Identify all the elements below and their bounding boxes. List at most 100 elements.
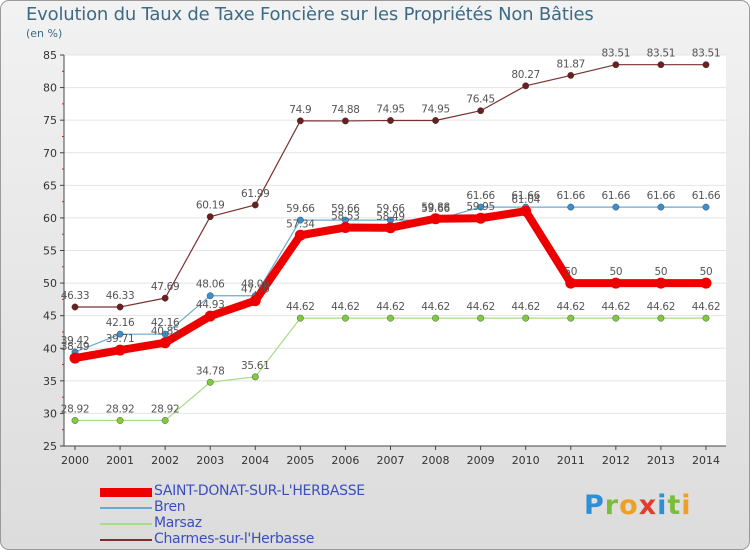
y-tick-label: 50 <box>43 277 57 290</box>
data-point <box>522 82 530 90</box>
data-point <box>251 373 259 381</box>
data-point <box>296 314 304 322</box>
data-point <box>71 417 79 424</box>
data-label: 28.92 <box>61 403 90 415</box>
data-label: 74.9 <box>289 104 311 116</box>
y-tick-label: 45 <box>43 310 57 323</box>
data-point <box>567 71 575 79</box>
y-tick-label: 40 <box>43 342 57 355</box>
data-point <box>520 205 532 217</box>
data-label: 44.62 <box>647 301 676 313</box>
data-label: 80.27 <box>511 69 540 81</box>
y-tick-label: 75 <box>43 114 57 127</box>
data-label: 34.78 <box>196 365 225 377</box>
data-label: 61.66 <box>647 190 676 202</box>
data-point <box>251 201 259 209</box>
data-point <box>430 213 442 225</box>
data-label: 42.16 <box>106 317 135 329</box>
data-label: 38.49 <box>61 341 90 353</box>
legend-swatch <box>100 523 152 525</box>
data-point <box>114 344 126 356</box>
data-label: 76.45 <box>466 94 495 106</box>
data-label: 44.62 <box>376 301 405 313</box>
data-point <box>204 310 216 322</box>
x-tick-label: 2002 <box>151 454 179 467</box>
data-label: 44.62 <box>556 301 585 313</box>
data-label: 42.16 <box>151 317 180 329</box>
logo-letter: t <box>667 490 682 521</box>
data-point <box>116 417 124 424</box>
legend-label: Charmes-sur-l'Herbasse <box>154 531 315 547</box>
data-label: 83.51 <box>602 48 631 60</box>
data-point <box>657 61 665 69</box>
data-label: 74.88 <box>331 104 360 116</box>
data-label: 50 <box>564 266 577 278</box>
data-point <box>206 378 214 386</box>
data-label: 39.71 <box>106 333 135 345</box>
y-tick-label: 80 <box>43 82 57 95</box>
data-label: 61.66 <box>602 190 631 202</box>
proxiti-logo: Proxiti <box>584 490 692 521</box>
data-point <box>342 117 349 125</box>
data-point <box>159 337 171 349</box>
x-tick-label: 2008 <box>422 454 450 467</box>
data-point <box>69 352 81 364</box>
data-point <box>567 203 575 211</box>
data-label: 58.49 <box>376 211 405 223</box>
data-label: 61.66 <box>511 190 540 202</box>
data-label: 46.33 <box>106 290 135 302</box>
data-point <box>296 216 304 224</box>
logo-letter: i <box>681 490 692 521</box>
data-label: 44.93 <box>196 299 225 311</box>
data-point <box>116 303 124 311</box>
logo-letter: x <box>638 490 658 521</box>
data-point <box>161 417 169 424</box>
data-label: 61.99 <box>241 188 270 200</box>
data-point <box>161 294 169 302</box>
data-label: 46.33 <box>61 290 90 302</box>
data-point <box>700 277 712 289</box>
data-label: 59.95 <box>466 201 495 213</box>
data-point <box>567 314 575 322</box>
x-tick-label: 2010 <box>512 454 540 467</box>
data-point <box>206 292 214 300</box>
data-label: 74.95 <box>421 103 450 115</box>
data-point <box>657 203 665 211</box>
legend-label: Bren <box>154 499 186 515</box>
logo-letter: i <box>657 490 668 521</box>
x-tick-label: 2005 <box>286 454 314 467</box>
data-point <box>294 229 306 241</box>
data-point <box>387 314 394 322</box>
y-tick-label: 60 <box>43 212 57 225</box>
y-tick-label: 85 <box>43 49 57 62</box>
data-label: 44.62 <box>286 301 315 313</box>
data-point <box>565 277 577 289</box>
data-label: 83.51 <box>647 48 676 60</box>
legend-swatch <box>100 507 152 509</box>
data-point <box>116 330 124 338</box>
data-point <box>612 314 620 322</box>
y-axis-unit: (en %) <box>26 27 63 40</box>
logo-letter: P <box>584 490 605 521</box>
x-tick-label: 2011 <box>557 454 585 467</box>
data-point <box>384 222 396 234</box>
data-point <box>206 213 214 221</box>
data-label: 59.88 <box>421 202 450 214</box>
x-tick-label: 2007 <box>376 454 404 467</box>
data-point <box>342 314 349 322</box>
data-label: 28.92 <box>151 403 180 415</box>
logo-letter: o <box>619 490 639 521</box>
data-label: 44.62 <box>511 301 540 313</box>
data-point <box>612 203 620 211</box>
x-tick-label: 2004 <box>241 454 269 467</box>
line-chart: 25 30 35 40 45 50 55 60 65 70 75 80 85 2000 2001 2002 20… <box>43 48 726 467</box>
x-tick-label: 2000 <box>61 454 89 467</box>
y-tick-label: 30 <box>43 407 57 420</box>
data-label: 28.92 <box>106 403 135 415</box>
data-label: 58.53 <box>331 210 360 222</box>
data-label: 57.34 <box>286 218 315 230</box>
data-label: 47.69 <box>151 281 180 293</box>
y-tick-label: 25 <box>43 440 57 453</box>
chart-title: Evolution du Taux de Taxe Foncière sur l… <box>26 4 594 25</box>
data-label: 40.85 <box>151 326 180 338</box>
